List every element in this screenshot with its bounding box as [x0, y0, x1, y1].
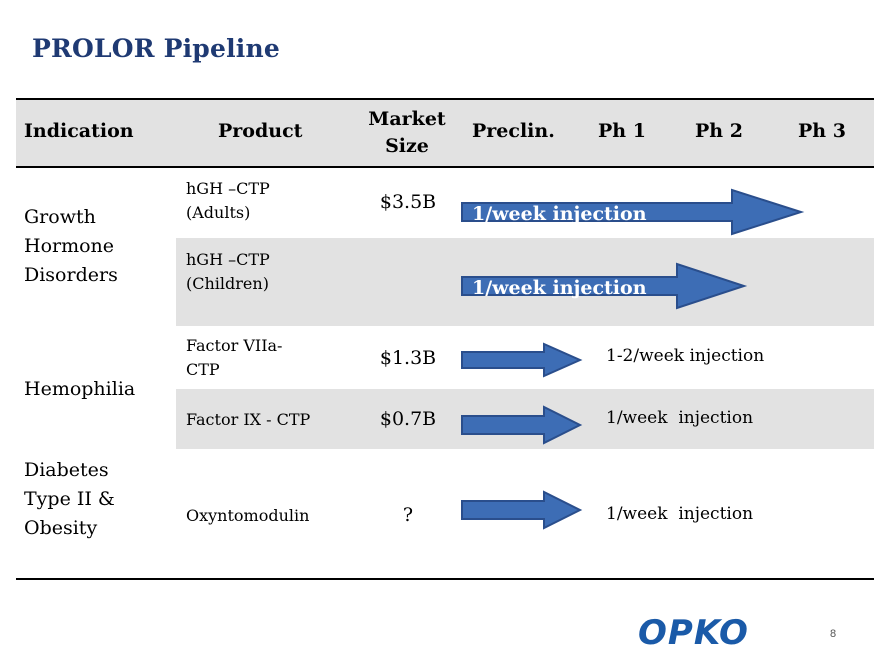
note-factor-ix: 1/week injection	[606, 408, 754, 428]
indication-hemophilia: Hemophilia	[24, 378, 136, 400]
product-oxyntomodulin: Oxyntomodulin	[186, 506, 310, 525]
note-factor-viia: 1-2/week injection	[606, 346, 765, 366]
svg-text:OPKO: OPKO	[638, 613, 749, 652]
phase-arrow-oxyntomodulin	[461, 490, 583, 530]
phase-arrow-factor-ix	[461, 405, 583, 445]
phase-arrow-hgh-adults: 1/week injection	[461, 188, 805, 236]
arrow-label-hgh-children: 1/week injection	[472, 277, 647, 299]
market-size-oxyntomodulin: ?	[402, 504, 414, 526]
header-preclin: Preclin.	[472, 120, 555, 142]
indication-growth-hormone: Growth Hormone Disorders	[24, 206, 118, 286]
header-ph2: Ph 2	[695, 120, 743, 142]
table-top-rule	[16, 98, 874, 100]
market-size-factor-ix: $0.7B	[379, 408, 437, 430]
note-oxyntomodulin: 1/week injection	[606, 504, 754, 524]
opko-logo: OPKO	[638, 613, 749, 652]
indication-diabetes: Diabetes Type II & Obesity	[24, 459, 115, 539]
table-header-rule	[16, 166, 874, 168]
header-market-size: Market Size	[368, 108, 446, 157]
header-indication: Indication	[24, 120, 134, 142]
product-factor-ix: Factor IX - CTP	[186, 410, 311, 429]
phase-arrow-factor-viia	[461, 342, 583, 378]
product-hgh-children: hGH –CTP (Children)	[186, 250, 270, 293]
table-header-band	[16, 100, 874, 166]
product-hgh-adults: hGH –CTP (Adults)	[186, 179, 270, 222]
slide-title: PROLOR Pipeline	[32, 34, 280, 63]
market-size-factor-viia: $1.3B	[379, 347, 437, 369]
page-number: 8	[830, 628, 837, 640]
product-factor-viia: Factor VIIa- CTP	[186, 336, 283, 379]
header-product: Product	[218, 120, 303, 142]
table-bottom-rule	[16, 578, 874, 580]
header-ph1: Ph 1	[598, 120, 646, 142]
header-ph3: Ph 3	[798, 120, 846, 142]
market-size-hgh: $3.5B	[379, 191, 437, 213]
arrow-label-hgh-adults: 1/week injection	[472, 203, 647, 225]
phase-arrow-hgh-children: 1/week injection	[461, 262, 748, 310]
